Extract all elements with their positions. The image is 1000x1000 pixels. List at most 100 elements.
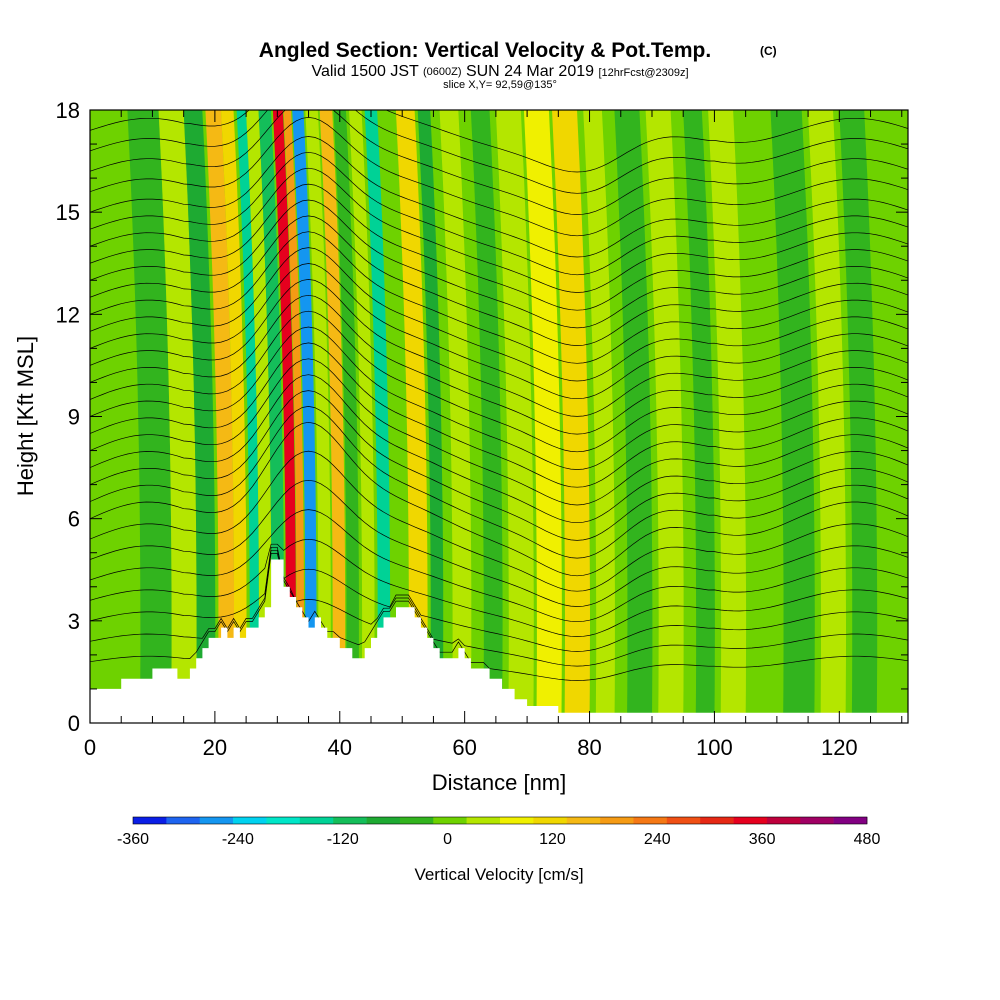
x-tick-label: 80 (577, 735, 601, 760)
theta-contour (90, 479, 908, 607)
valid-time-utc: (0600Z) (423, 66, 462, 78)
theta-contour (90, 279, 908, 417)
theta-contour (90, 450, 908, 592)
colorbar-swatch (566, 817, 601, 824)
y-tick-label: 6 (68, 507, 80, 532)
colorbar-swatch (166, 817, 201, 824)
x-tick-label: 0 (84, 735, 96, 760)
x-tick-label: 20 (203, 735, 227, 760)
plot-area (90, 110, 908, 723)
valid-time-prefix: Valid 1500 JST (311, 63, 419, 80)
y-tick-label: 12 (56, 302, 80, 327)
velocity-band (870, 110, 908, 723)
velocity-band (770, 110, 815, 723)
colorbar-swatch (199, 817, 234, 824)
velocity-band (364, 110, 391, 723)
colorbar-swatch (700, 817, 734, 824)
theta-contour (90, 110, 908, 173)
velocity-band (319, 110, 346, 723)
velocity-band (205, 110, 234, 723)
slice-info: slice X,Y= 92,59@135° (443, 79, 557, 91)
valid-time-date: SUN 24 Mar 2019 (466, 63, 594, 80)
colorbar-swatch (533, 817, 568, 824)
velocity-band (183, 110, 216, 723)
velocity-band (683, 110, 715, 723)
colorbar-swatch (133, 817, 167, 824)
velocity-band (552, 110, 590, 723)
colorbar-swatch (333, 817, 367, 824)
colorbar-swatch (399, 817, 434, 824)
valid-time-line: Valid 1500 JST (0600Z) SUN 24 Mar 2019 [… (311, 62, 688, 80)
theta-contour (90, 110, 908, 194)
colorbar-label: 240 (644, 831, 671, 848)
colorbar-frame (132, 816, 868, 825)
x-tick-label: 40 (328, 735, 352, 760)
colorbar-swatch (500, 817, 534, 824)
theta-contour (90, 263, 908, 400)
colorbar-label: -360 (117, 831, 149, 848)
theta-contour (90, 167, 908, 293)
velocity-band (495, 110, 534, 723)
y-tick-label: 15 (56, 200, 80, 225)
velocity-band (158, 110, 197, 723)
velocity-band (90, 110, 135, 723)
theta-contour (90, 110, 908, 215)
y-tick-label: 0 (68, 711, 80, 736)
theta-contour (90, 509, 908, 623)
colorbar-swatch (666, 817, 701, 824)
velocity-band (333, 110, 359, 723)
velocity-band (305, 110, 331, 723)
theta-contour (90, 326, 908, 470)
velocity-band (839, 110, 878, 723)
colorbar-label: -120 (327, 831, 359, 848)
velocity-band (283, 110, 304, 723)
colorbar-swatch (800, 817, 834, 824)
colorbar-swatch (433, 817, 467, 824)
velocity-band (645, 110, 684, 723)
terrain-profile (90, 559, 908, 723)
velocity-fill-layer (90, 110, 908, 723)
velocity-band (236, 110, 259, 723)
y-axis-label: Height [Kft MSL] (13, 336, 38, 496)
axis-ticks (89, 109, 908, 724)
velocity-band (221, 110, 247, 723)
colorbar (132, 816, 868, 825)
theta-contour (90, 374, 908, 524)
theta-contour (90, 406, 908, 559)
velocity-band (246, 110, 272, 723)
colorbar-label: 0 (443, 831, 452, 848)
theta-contour (90, 247, 908, 382)
y-tick-label: 3 (68, 609, 80, 634)
velocity-band (708, 110, 747, 723)
velocity-band (395, 110, 428, 723)
x-axis-label: Distance [nm] (432, 770, 567, 795)
colorbar-swatch (833, 817, 868, 824)
theta-contour (90, 549, 908, 667)
x-tick-label: 60 (452, 735, 476, 760)
copyright-mark: (C) (760, 44, 777, 58)
velocity-band (808, 110, 846, 723)
theta-contour (90, 538, 908, 637)
colorbar-swatch (633, 817, 668, 824)
velocity-band (292, 110, 317, 723)
theta-contour (90, 231, 908, 364)
colorbar-swatch (299, 817, 334, 824)
velocity-band (439, 110, 472, 723)
colorbar-label: 360 (749, 831, 776, 848)
colorbar-swatch (600, 817, 634, 824)
theta-contour (90, 358, 908, 506)
theta-contour (90, 151, 908, 276)
velocity-band (272, 110, 296, 723)
velocity-band (470, 110, 503, 723)
theta-contour (90, 546, 908, 652)
theta-contour (90, 342, 908, 488)
velocity-band (739, 110, 778, 723)
y-tick-label: 9 (68, 405, 80, 430)
chart-title: Angled Section: Vertical Velocity & Pot.… (259, 39, 711, 62)
colorbar-title: Vertical Velocity [cm/s] (414, 865, 583, 884)
colorbar-swatch (266, 817, 301, 824)
theta-contour (90, 199, 908, 329)
velocity-band (127, 110, 172, 723)
theta-contour (90, 294, 908, 435)
theta-contour (90, 310, 908, 453)
